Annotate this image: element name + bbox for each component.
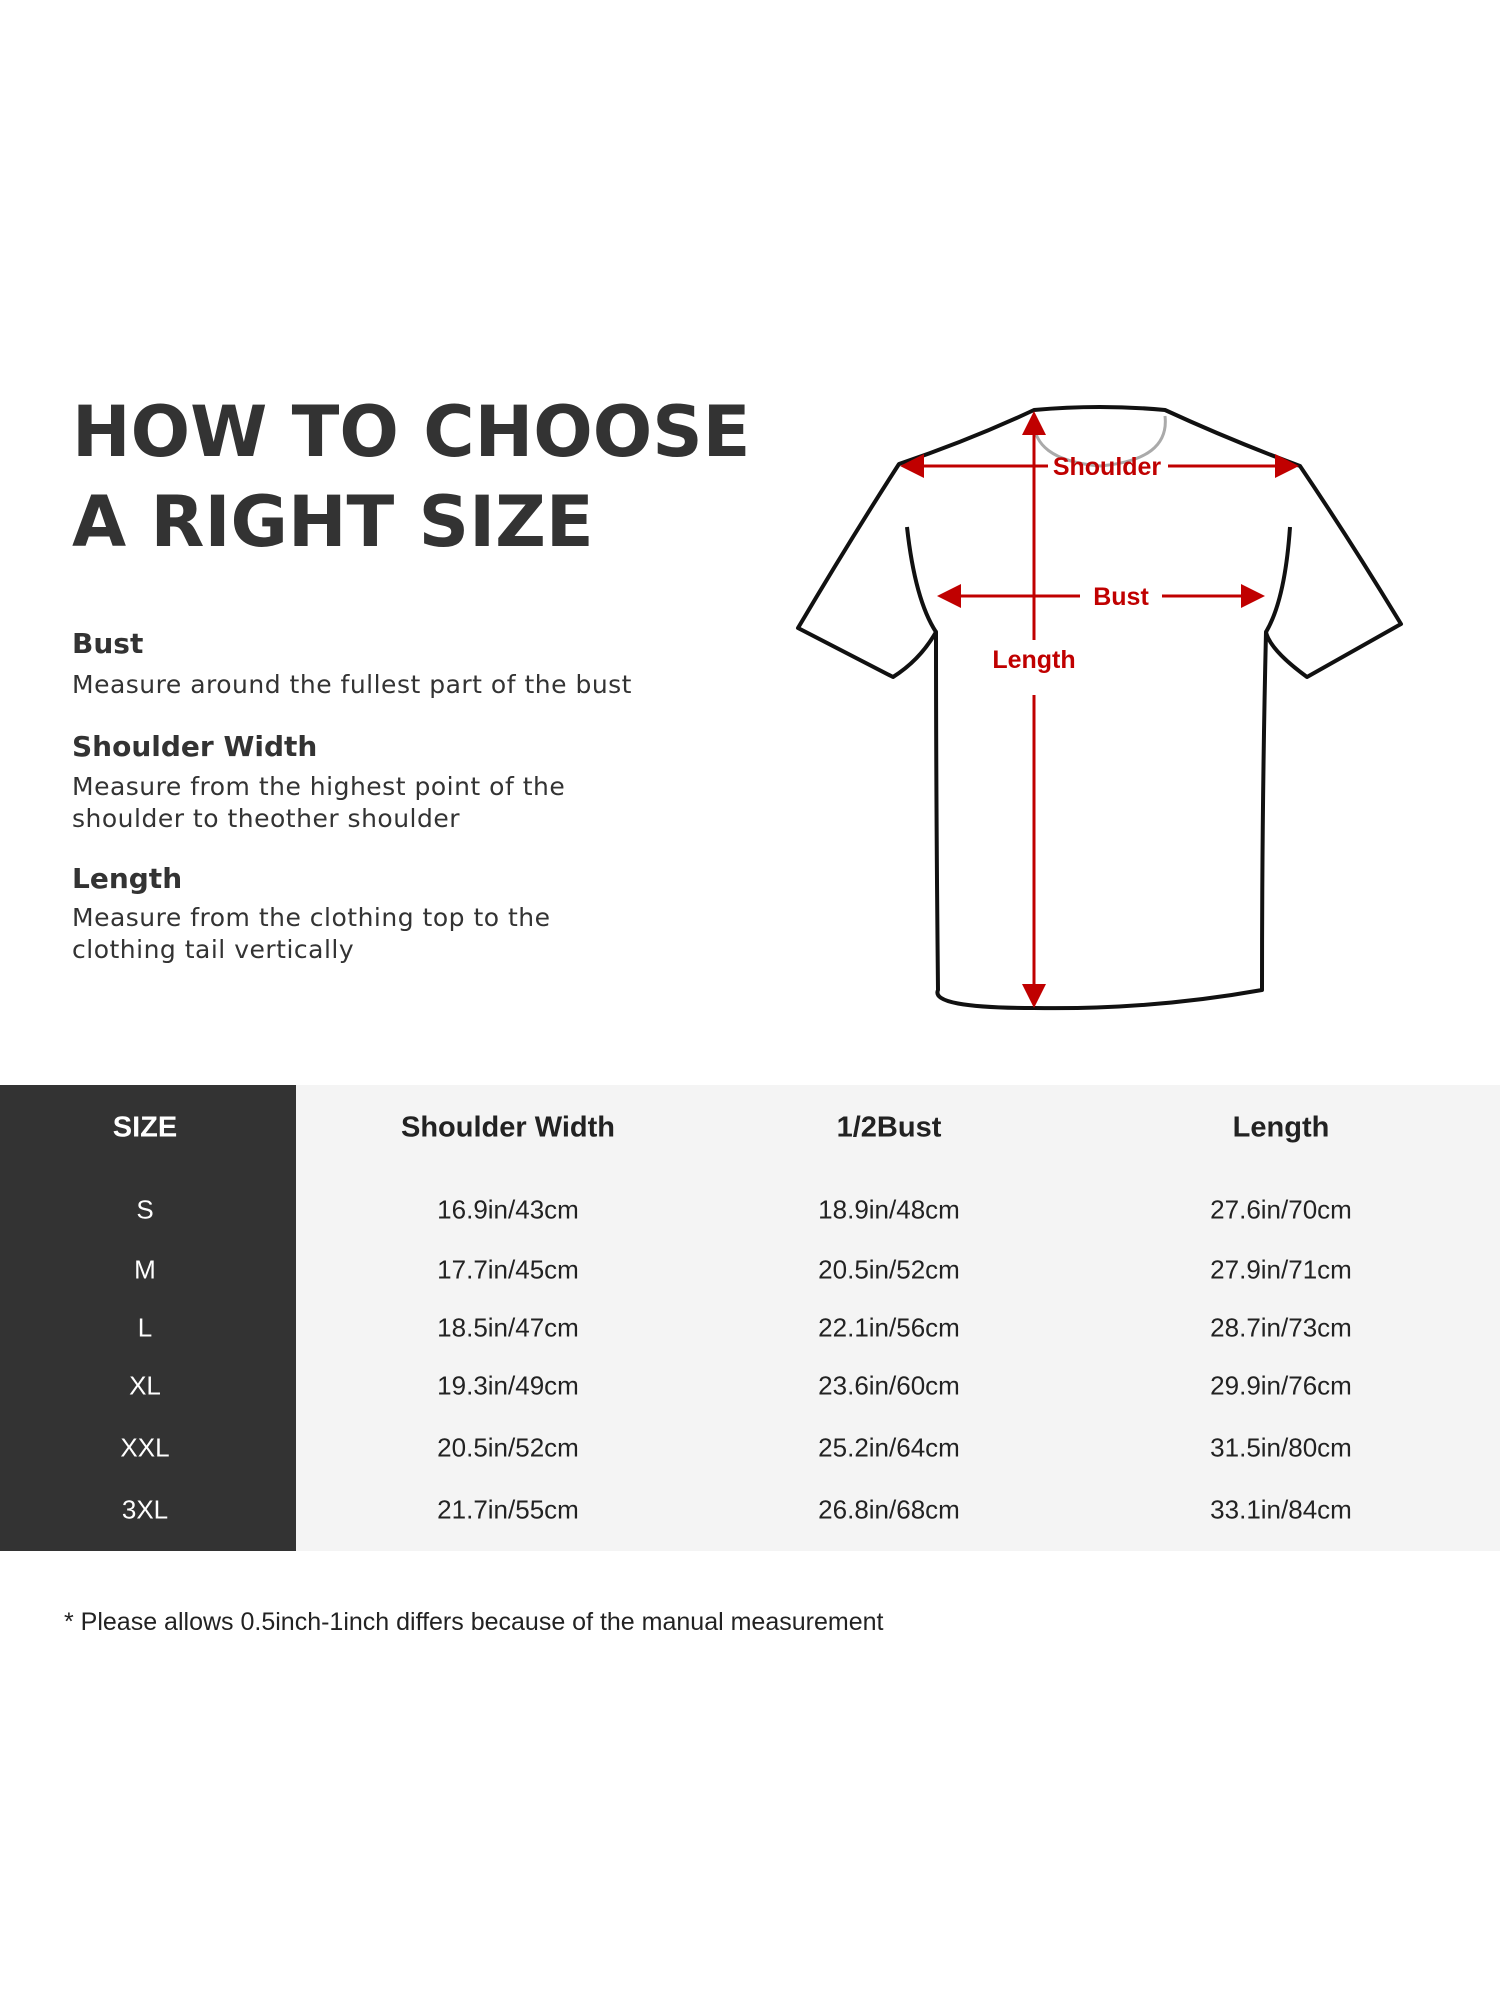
length-guide-label: Length bbox=[72, 862, 183, 895]
shoulder-guide-desc-1: Measure from the highest point of the bbox=[72, 772, 566, 801]
measurement-arrows bbox=[900, 411, 1299, 1008]
footnote: * Please allows 0.5inch-1inch differs be… bbox=[64, 1608, 884, 1636]
table-cell: 20.5in/52cm bbox=[818, 1254, 960, 1285]
tshirt-outline bbox=[796, 405, 1403, 1011]
table-cell: 28.7in/73cm bbox=[1210, 1312, 1352, 1343]
table-cell: 26.8in/68cm bbox=[818, 1494, 960, 1525]
shoulder-diagram-label: Shoulder bbox=[1053, 453, 1162, 481]
bust-diagram-label: Bust bbox=[1093, 583, 1149, 611]
header-half-bust: 1/2Bust bbox=[836, 1111, 942, 1144]
table-cell: 21.7in/55cm bbox=[437, 1494, 579, 1525]
table-cell: 20.5in/52cm bbox=[437, 1432, 579, 1463]
tshirt-diagram: Shoulder Bust Length bbox=[796, 405, 1403, 1011]
size-cell: 3XL bbox=[121, 1494, 169, 1525]
table-cell: 27.6in/70cm bbox=[1210, 1194, 1352, 1225]
length-guide-desc-2: clothing tail vertically bbox=[72, 935, 355, 964]
table-cell: 27.9in/71cm bbox=[1210, 1254, 1352, 1285]
shoulder-guide-label: Shoulder Width bbox=[72, 730, 318, 763]
table-cell: 18.5in/47cm bbox=[437, 1312, 579, 1343]
bust-guide-label: Bust bbox=[72, 627, 144, 660]
table-cell: 16.9in/43cm bbox=[437, 1194, 579, 1225]
size-cell: XL bbox=[129, 1370, 161, 1401]
size-table: SIZE S M L XL XXL 3XL Shoulder Width 1/2… bbox=[0, 1085, 1500, 1551]
table-cell: 19.3in/49cm bbox=[437, 1370, 579, 1401]
table-cell: 33.1in/84cm bbox=[1210, 1494, 1352, 1525]
bust-guide-desc: Measure around the fullest part of the b… bbox=[72, 670, 632, 699]
table-cell: 31.5in/80cm bbox=[1210, 1432, 1352, 1463]
size-cell: M bbox=[134, 1254, 156, 1285]
size-cell: L bbox=[137, 1312, 153, 1343]
page-title-line-2: A RIGHT SIZE bbox=[72, 481, 594, 563]
size-cell: XXL bbox=[120, 1432, 170, 1463]
table-cell: 17.7in/45cm bbox=[437, 1254, 579, 1285]
table-cell: 22.1in/56cm bbox=[818, 1312, 960, 1343]
size-cell: S bbox=[136, 1194, 154, 1225]
table-cell: 23.6in/60cm bbox=[818, 1370, 960, 1401]
header-shoulder-width: Shoulder Width bbox=[401, 1111, 615, 1144]
shoulder-guide-desc-2: shoulder to theother shoulder bbox=[72, 804, 461, 833]
page-title-line-1: HOW TO CHOOSE bbox=[72, 391, 751, 473]
header-size: SIZE bbox=[112, 1111, 178, 1144]
header-length: Length bbox=[1232, 1111, 1330, 1144]
length-guide-desc-1: Measure from the clothing top to the bbox=[72, 903, 551, 932]
size-column: SIZE S M L XL XXL 3XL bbox=[0, 1085, 296, 1551]
length-diagram-label: Length bbox=[992, 646, 1075, 674]
table-cell: 25.2in/64cm bbox=[818, 1432, 960, 1463]
table-cell: 18.9in/48cm bbox=[818, 1194, 960, 1225]
table-cell: 29.9in/76cm bbox=[1210, 1370, 1352, 1401]
